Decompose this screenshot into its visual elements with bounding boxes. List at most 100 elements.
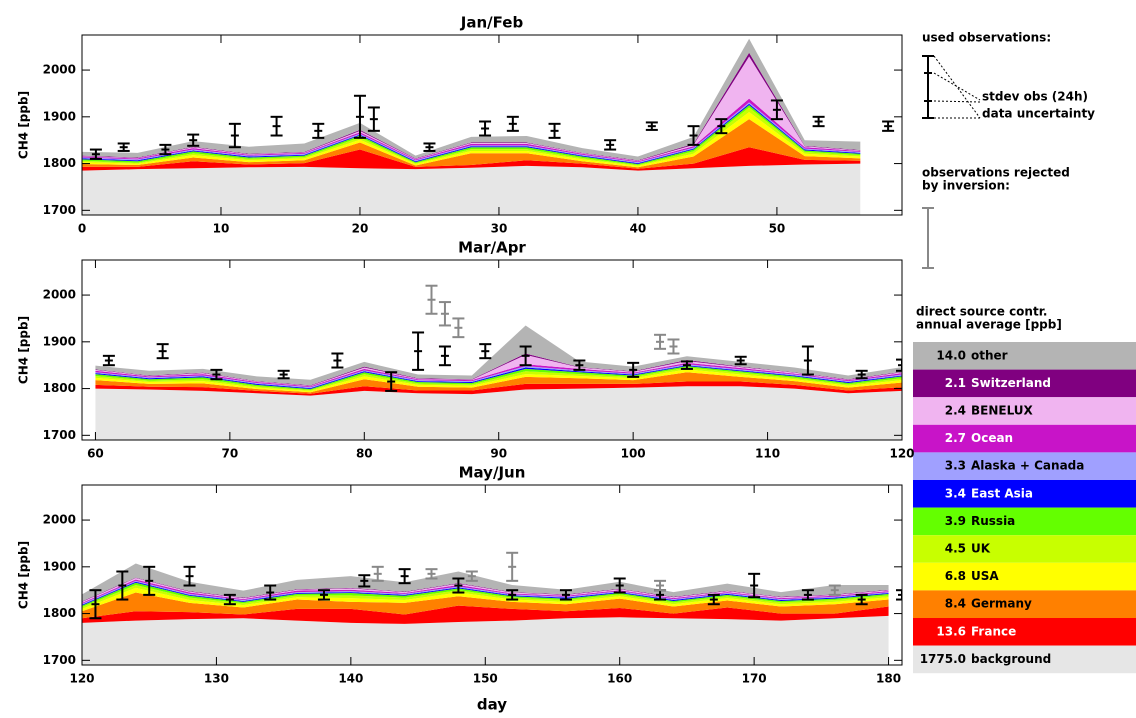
observation: [358, 574, 371, 588]
observation: [613, 577, 626, 594]
observation: [479, 343, 492, 360]
observation: [559, 589, 572, 601]
observation: [452, 577, 465, 594]
legend-name: Ocean: [971, 431, 1013, 445]
rejected-observation: [438, 301, 451, 327]
x-tick-label: 140: [338, 672, 363, 686]
plot-area: [82, 551, 902, 665]
observation: [645, 121, 658, 131]
legend-value: 4.5: [945, 542, 966, 556]
area-uk: [82, 107, 861, 166]
legend-swatch: [913, 590, 1136, 618]
key-rejected: by inversion:: [922, 179, 1010, 193]
observation: [89, 589, 102, 620]
y-tick-label: 1900: [43, 334, 76, 348]
legend-value: 1775.0: [920, 652, 966, 666]
observation: [183, 565, 196, 587]
observation: [159, 143, 172, 156]
y-tick-label: 1800: [43, 156, 76, 170]
observation: [317, 589, 330, 601]
observation: [331, 352, 344, 369]
legend-swatch: [913, 369, 1136, 398]
observation: [385, 371, 398, 392]
legend-swatch: [913, 535, 1136, 563]
observation: [156, 343, 169, 360]
observation: [210, 368, 223, 381]
observation: [438, 345, 451, 367]
x-tick-label: 50: [769, 222, 786, 236]
legend-swatch: [913, 507, 1136, 536]
y-axis-label: CH4 [ppb]: [17, 316, 31, 384]
rejected-observation: [654, 579, 667, 592]
area-france: [82, 147, 861, 171]
observation: [680, 360, 693, 370]
observation: [102, 354, 115, 367]
observation: [715, 118, 728, 135]
y-tick-label: 2000: [43, 513, 76, 527]
observation: [89, 148, 102, 160]
legend-swatch: [913, 562, 1136, 591]
y-tick-label: 1800: [43, 606, 76, 620]
y-tick-label: 1700: [43, 203, 76, 217]
observation: [506, 589, 519, 601]
x-tick-label: 0: [78, 222, 86, 236]
legend-name: Switzerland: [971, 376, 1051, 390]
legend-swatch: [913, 397, 1136, 425]
x-tick-label: 170: [742, 672, 767, 686]
observation: [264, 584, 277, 601]
observation: [116, 570, 129, 601]
legend-value: 13.6: [936, 624, 966, 638]
key-uncertainty: data uncertainty: [982, 107, 1095, 121]
y-tick-label: 1700: [43, 428, 76, 442]
observation: [187, 133, 200, 147]
x-tick-label: 40: [630, 222, 647, 236]
x-tick-label: 110: [755, 447, 780, 461]
legend-value: 3.9: [945, 514, 966, 528]
legend-swatch: [913, 645, 1136, 674]
y-tick-label: 2000: [43, 63, 76, 77]
observation: [312, 122, 325, 139]
observation: [117, 142, 130, 152]
area-other: [82, 563, 889, 602]
observation: [896, 589, 902, 601]
observation: [801, 345, 814, 376]
area-background: [82, 615, 889, 665]
rejected-observation: [452, 317, 465, 339]
observation: [519, 345, 532, 367]
observation: [479, 120, 492, 137]
legend-swatch: [913, 480, 1136, 508]
observation: [270, 115, 283, 137]
observation: [548, 122, 561, 139]
observation: [143, 565, 156, 596]
legend-name: Germany: [971, 597, 1032, 611]
observation: [627, 361, 640, 378]
observation: [398, 568, 411, 585]
legend-value: 14.0: [936, 348, 966, 362]
legend-name: BENELUX: [971, 404, 1034, 418]
x-tick-label: 130: [204, 672, 229, 686]
observation: [506, 115, 519, 132]
observation: [734, 355, 747, 366]
observation: [707, 593, 720, 606]
key-rejected: observations rejected: [922, 166, 1070, 180]
x-tick-label: 30: [491, 222, 508, 236]
x-tick-label: 70: [222, 447, 239, 461]
area-france: [82, 605, 889, 624]
x-tick-label: 90: [490, 447, 507, 461]
observation: [423, 142, 436, 152]
legend-value: 2.1: [945, 376, 966, 390]
obs-key: used observations: stdev obs (24h) data …: [916, 31, 1095, 332]
plot-area: [95, 284, 902, 440]
key-leader: [933, 55, 981, 119]
area-france: [95, 381, 902, 396]
observation: [882, 120, 895, 132]
plot-area: [82, 38, 895, 215]
legend-name: East Asia: [971, 486, 1033, 500]
observation: [412, 331, 425, 371]
observation: [770, 99, 783, 121]
rejected-observation: [667, 338, 680, 355]
legend-name: UK: [971, 542, 991, 556]
observation: [896, 358, 902, 372]
legend-title: annual average [ppb]: [916, 318, 1062, 332]
observation: [604, 139, 617, 151]
